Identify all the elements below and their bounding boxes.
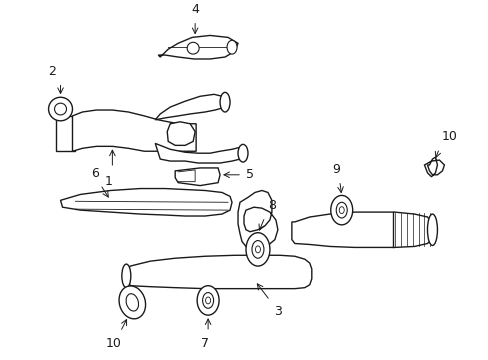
Text: 4: 4 bbox=[191, 3, 199, 16]
Polygon shape bbox=[155, 94, 222, 120]
Ellipse shape bbox=[251, 240, 264, 258]
Polygon shape bbox=[155, 143, 240, 163]
Polygon shape bbox=[238, 190, 277, 249]
Ellipse shape bbox=[339, 207, 344, 213]
Ellipse shape bbox=[255, 246, 260, 253]
Text: 7: 7 bbox=[201, 337, 209, 350]
Polygon shape bbox=[72, 110, 196, 151]
Circle shape bbox=[187, 42, 199, 54]
Circle shape bbox=[48, 97, 72, 121]
Polygon shape bbox=[56, 116, 75, 151]
Polygon shape bbox=[167, 122, 195, 145]
Text: 10: 10 bbox=[441, 130, 456, 143]
Text: 2: 2 bbox=[48, 65, 57, 78]
Polygon shape bbox=[61, 189, 232, 216]
Polygon shape bbox=[175, 168, 220, 186]
Ellipse shape bbox=[238, 144, 247, 162]
Text: 10: 10 bbox=[105, 337, 121, 350]
Text: 9: 9 bbox=[331, 163, 339, 176]
Polygon shape bbox=[424, 157, 444, 177]
Ellipse shape bbox=[220, 93, 229, 112]
Ellipse shape bbox=[330, 195, 352, 225]
Polygon shape bbox=[127, 255, 311, 289]
Circle shape bbox=[55, 103, 66, 115]
Ellipse shape bbox=[197, 286, 219, 315]
Ellipse shape bbox=[427, 214, 437, 246]
Polygon shape bbox=[158, 35, 238, 59]
Ellipse shape bbox=[122, 264, 131, 288]
Ellipse shape bbox=[202, 293, 213, 308]
Text: 6: 6 bbox=[91, 167, 99, 180]
Ellipse shape bbox=[336, 202, 346, 218]
Ellipse shape bbox=[205, 297, 210, 304]
Text: 8: 8 bbox=[267, 199, 275, 212]
Ellipse shape bbox=[119, 286, 145, 319]
Text: 5: 5 bbox=[245, 168, 253, 181]
Ellipse shape bbox=[226, 40, 237, 54]
Ellipse shape bbox=[245, 233, 269, 266]
Text: 3: 3 bbox=[273, 305, 281, 318]
Polygon shape bbox=[291, 212, 430, 247]
Ellipse shape bbox=[126, 294, 138, 311]
Text: 1: 1 bbox=[104, 175, 112, 188]
